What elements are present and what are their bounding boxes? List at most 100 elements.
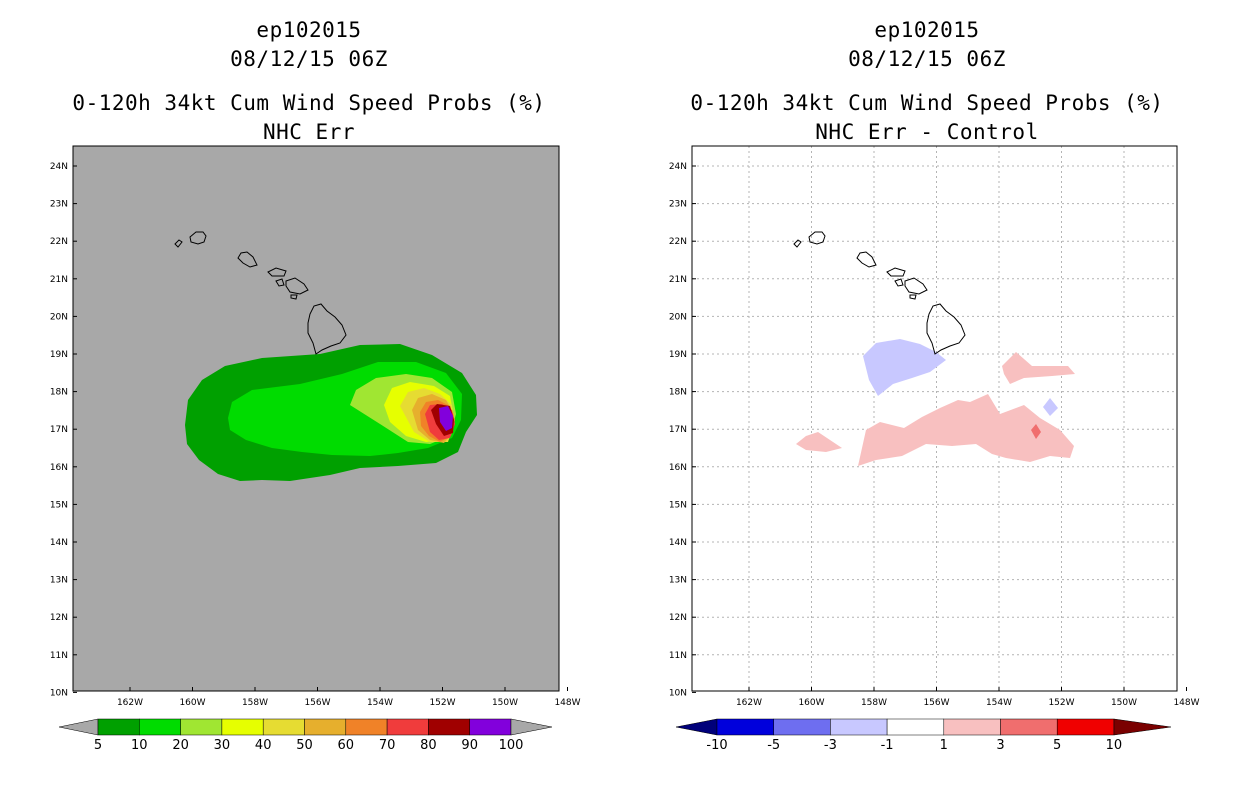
left-lat-label: 15N — [50, 500, 68, 510]
right-colorbar-label: 1 — [940, 738, 948, 753]
left-colorbar-label: 60 — [338, 738, 355, 753]
right-lat-label: 23N — [669, 200, 687, 210]
left-lat-label: 17N — [50, 425, 68, 435]
left-colorbar-swatch — [97, 718, 140, 736]
left-lat-label: 14N — [50, 538, 68, 548]
right-storm-id: ep102015 — [874, 18, 980, 42]
left-storm-id: ep102015 — [256, 18, 362, 42]
left-colorbar-swatch — [139, 718, 181, 736]
left-lon-label: 156W — [304, 698, 330, 708]
right-colorbar-swatch — [773, 718, 831, 736]
diff-pos-red-main — [858, 394, 1074, 466]
right-colorbar-label: -5 — [767, 738, 780, 753]
left-colorbar-swatch — [428, 718, 470, 736]
left-lat-label: 10N — [50, 688, 68, 698]
right-lon-label: 158W — [861, 698, 887, 708]
right-colorbar: -10 -5 -3 -1 1 3 5 10 — [675, 718, 1172, 753]
right-lat-label: 18N — [669, 388, 687, 398]
right-lat-label: 21N — [669, 275, 687, 285]
left-lat-label: 24N — [50, 162, 68, 172]
right-lon-label: 160W — [798, 698, 824, 708]
left-lat-label: 19N — [50, 350, 68, 360]
left-lat-label: 23N — [50, 200, 68, 210]
left-lat-label: 18N — [50, 388, 68, 398]
left-colorbar-label: 10 — [131, 738, 148, 753]
left-colorbar-under-arrow — [58, 718, 99, 736]
left-colorbar-swatch — [304, 718, 347, 736]
left-colorbar: 5 10 20 30 40 50 60 70 80 90 100 — [58, 718, 553, 753]
left-colorbar-label: 30 — [214, 738, 231, 753]
diff-neg-blue-small — [1043, 398, 1058, 416]
right-colorbar-swatch — [1000, 718, 1058, 736]
left-lon-label: 160W — [179, 698, 205, 708]
right-colorbar-over-arrow — [1113, 718, 1172, 736]
left-lat-label: 21N — [50, 275, 68, 285]
left-lat-label: 20N — [50, 312, 68, 322]
right-lon-label: 152W — [1048, 698, 1074, 708]
right-lat-labels: 24N 23N 22N 21N 20N 19N 18N 17N 16N 15N 14N 13N 12N 1… — [669, 162, 696, 698]
right-product-title: 0-120h 34kt Cum Wind Speed Probs (%) — [690, 91, 1164, 115]
right-colorbar-swatch — [830, 718, 888, 736]
left-colorbar-label: 20 — [172, 738, 189, 753]
right-colorbar-label: -3 — [824, 738, 837, 753]
left-lat-label: 13N — [50, 576, 68, 586]
right-lat-label: 19N — [669, 350, 687, 360]
left-colorbar-label: 100 — [499, 738, 524, 753]
right-subtitle: NHC Err - Control — [815, 120, 1039, 144]
right-lat-label: 12N — [669, 613, 687, 623]
diff-neg-blue-north — [863, 339, 946, 396]
right-lat-label: 15N — [669, 500, 687, 510]
left-lon-label: 154W — [367, 698, 393, 708]
diff-pos-red-upper — [1002, 352, 1075, 384]
right-colorbar-swatch — [886, 718, 945, 736]
left-colorbar-swatch — [469, 718, 512, 736]
left-colorbar-label: 90 — [461, 738, 478, 753]
diff-pos-red-west — [796, 432, 842, 452]
right-lat-label: 13N — [669, 576, 687, 586]
left-lat-label: 12N — [50, 613, 68, 623]
left-lat-label: 11N — [50, 651, 68, 661]
right-colorbar-label: 5 — [1053, 738, 1061, 753]
right-lat-label: 22N — [669, 237, 687, 247]
contour-90 — [439, 406, 453, 431]
right-colorbar-under-arrow — [675, 718, 718, 736]
left-colorbar-over-arrow — [510, 718, 553, 736]
right-colorbar-swatch — [1056, 718, 1115, 736]
left-product-title: 0-120h 34kt Cum Wind Speed Probs (%) — [72, 91, 546, 115]
right-lat-label: 10N — [669, 688, 687, 698]
left-lon-label: 152W — [429, 698, 455, 708]
left-colorbar-swatch — [180, 718, 223, 736]
left-colorbar-swatch — [386, 718, 429, 736]
right-colorbar-label: 10 — [1106, 738, 1123, 753]
left-lat-labels: 24N 23N 22N 21N 20N 19N 18N 17N 16N 15N 14N 13N 12N 1… — [50, 162, 77, 698]
right-lat-label: 14N — [669, 538, 687, 548]
left-lat-label: 16N — [50, 463, 68, 473]
right-lat-label: 16N — [669, 463, 687, 473]
right-map: 24N 23N 22N 21N 20N 19N 18N 17N 16N 15N 14N 13N 12N 1… — [669, 145, 1200, 708]
left-lon-labels: 162W 160W 158W 156W 154W 152W 150W 148W — [117, 687, 581, 708]
left-probability-contours — [174, 231, 477, 481]
right-lat-label: 20N — [669, 312, 687, 322]
right-lon-label: 148W — [1173, 698, 1199, 708]
left-map: 24N 23N 22N 21N 20N 19N 18N 17N 16N 15N 14N 13N 12N 1… — [50, 145, 581, 708]
right-lon-label: 150W — [1111, 698, 1137, 708]
left-subtitle: NHC Err — [262, 120, 355, 144]
left-colorbar-label: 50 — [296, 738, 313, 753]
left-colorbar-swatch — [262, 718, 305, 736]
right-colorbar-swatch — [943, 718, 1001, 736]
left-lon-label: 150W — [492, 698, 518, 708]
right-lon-label: 154W — [986, 698, 1012, 708]
left-datetime: 08/12/15 06Z — [230, 47, 388, 71]
left-colorbar-label: 40 — [255, 738, 272, 753]
right-lat-label: 24N — [669, 162, 687, 172]
right-datetime: 08/12/15 06Z — [848, 47, 1006, 71]
right-lon-labels: 162W 160W 158W 156W 154W 152W 150W 148W — [736, 687, 1200, 708]
left-colorbar-swatch — [221, 718, 264, 736]
right-lat-label: 17N — [669, 425, 687, 435]
left-lat-label: 22N — [50, 237, 68, 247]
right-lon-label: 162W — [736, 698, 762, 708]
right-colorbar-label: -1 — [881, 738, 894, 753]
right-colorbar-label: 3 — [996, 738, 1004, 753]
left-map-frame — [72, 145, 560, 692]
